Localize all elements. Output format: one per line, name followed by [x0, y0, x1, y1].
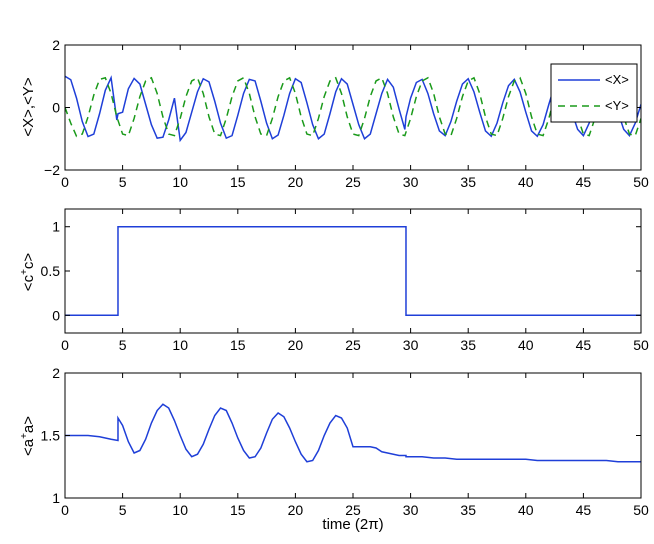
- x-tick-label-cc: 15: [230, 337, 246, 353]
- y-tick-label-aa: 1.5: [41, 428, 61, 444]
- x-tick-label-xy: 0: [61, 174, 69, 190]
- ylabel-xy: <X>,<Y>: [20, 77, 37, 136]
- y-tick-label-xy: 0: [52, 100, 60, 116]
- x-tick-label-xy: 5: [119, 174, 127, 190]
- y-tick-label-aa: 2: [52, 365, 60, 381]
- x-tick-label-cc: 35: [460, 337, 476, 353]
- x-tick-label-xy: 10: [172, 174, 188, 190]
- x-tick-label-aa: 40: [518, 502, 534, 518]
- x-tick-label-xy: 45: [576, 174, 592, 190]
- x-tick-label-cc: 40: [518, 337, 534, 353]
- x-tick-label-cc: 25: [345, 337, 361, 353]
- plot-area-cc: [65, 225, 641, 317]
- y-tick-label-cc: 0.5: [41, 263, 61, 279]
- y-tick-label-cc: 0: [52, 307, 60, 323]
- x-tick-label-cc: 50: [633, 337, 649, 353]
- ticks-xy: 0 5 10 15 20 25 30 35 40 45 50−202: [44, 37, 649, 190]
- x-tick-label-xy: 25: [345, 174, 361, 190]
- x-tick-label-aa: 0: [61, 502, 69, 518]
- series-line-xy-0: [65, 75, 641, 143]
- x-tick-label-aa: 45: [576, 502, 592, 518]
- x-tick-label-aa: 30: [403, 502, 419, 518]
- x-tick-label-aa: 35: [460, 502, 476, 518]
- x-tick-label-aa: 15: [230, 502, 246, 518]
- x-tick-label-cc: 20: [288, 337, 304, 353]
- panel-xy: 0 5 10 15 20 25 30 35 40 45 50−202 <X>,<Y> <X> <Y>: [20, 37, 649, 190]
- x-tick-label-aa: 5: [119, 502, 127, 518]
- x-tick-label-xy: 15: [230, 174, 246, 190]
- ticks-aa: 0 5 10 15 20 25 30 35 40 45 50 1 1.5 2: [41, 365, 649, 518]
- x-tick-label-xy: 35: [460, 174, 476, 190]
- y-tick-label-cc: 1: [52, 219, 60, 235]
- xlabel-time: time (2π): [322, 516, 383, 533]
- ylabel-aa: <a+a>: [19, 416, 37, 456]
- axes-frame-aa: [64, 372, 642, 499]
- ticks-cc: 0 5 10 15 20 25 30 35 40 45 50 0 0.5 1: [41, 209, 649, 353]
- x-tick-label-cc: 10: [172, 337, 188, 353]
- x-tick-label-cc: 45: [576, 337, 592, 353]
- x-tick-label-aa: 25: [345, 502, 361, 518]
- legend-label-x: <X>: [605, 72, 629, 87]
- x-tick-label-cc: 5: [119, 337, 127, 353]
- ylabel-cc: <c+c>: [19, 253, 37, 292]
- x-tick-label-xy: 50: [633, 174, 649, 190]
- x-tick-label-cc: 30: [403, 337, 419, 353]
- legend-box: [550, 63, 638, 123]
- x-tick-label-aa: 50: [633, 502, 649, 518]
- axes-frame-cc: [64, 208, 642, 334]
- y-tick-label-xy: 2: [52, 37, 60, 53]
- legend-label-y: <Y>: [605, 98, 629, 113]
- panel-aa: 0 5 10 15 20 25 30 35 40 45 50 1 1.5 2 <a+a> time (2π…: [19, 365, 649, 533]
- x-tick-label-cc: 0: [61, 337, 69, 353]
- plot-area-aa: [65, 403, 641, 463]
- plot-area-xy: [65, 75, 641, 143]
- x-tick-label-aa: 20: [288, 502, 304, 518]
- series-line-cc-0: [65, 225, 641, 317]
- series-line-aa-0: [65, 403, 641, 463]
- x-tick-label-xy: 20: [288, 174, 304, 190]
- x-tick-label-xy: 30: [403, 174, 419, 190]
- x-tick-label-aa: 10: [172, 502, 188, 518]
- legend: <X> <Y>: [550, 63, 638, 123]
- y-tick-label-aa: 1: [52, 490, 60, 506]
- panel-cc: 0 5 10 15 20 25 30 35 40 45 50 0 0.5 1 <c+c>: [19, 208, 649, 353]
- x-tick-label-xy: 40: [518, 174, 534, 190]
- y-tick-label-xy: −2: [44, 162, 60, 178]
